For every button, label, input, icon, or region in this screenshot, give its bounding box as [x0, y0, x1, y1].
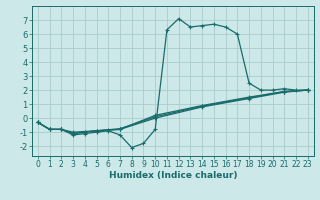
X-axis label: Humidex (Indice chaleur): Humidex (Indice chaleur): [108, 171, 237, 180]
